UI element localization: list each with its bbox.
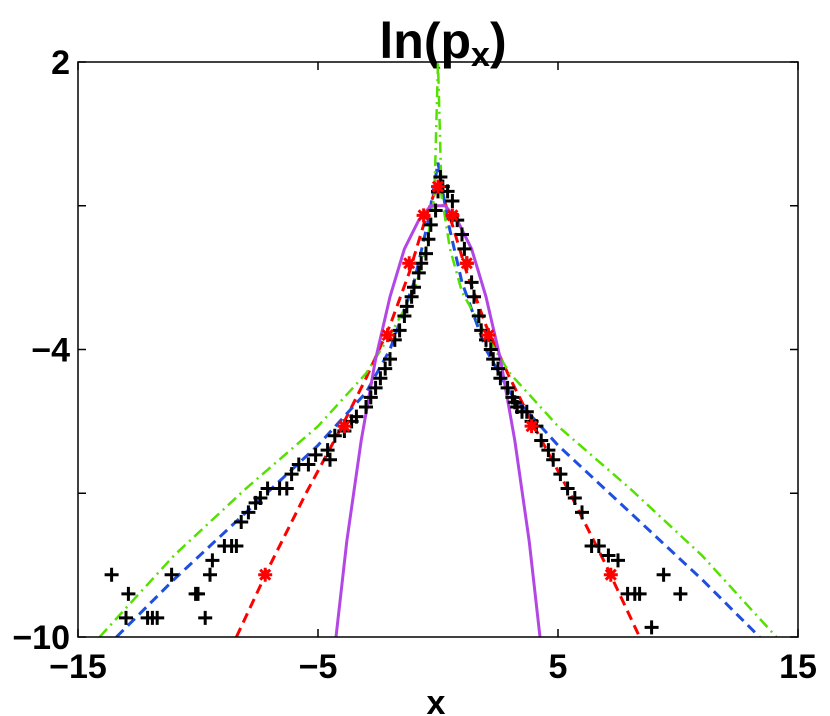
plus-marker — [411, 265, 426, 280]
x-axis-title: x — [427, 684, 446, 716]
plus-marker — [150, 610, 165, 625]
plus-marker — [373, 371, 388, 386]
plus-marker — [383, 352, 397, 367]
asterisk-marker — [603, 567, 618, 582]
asterisk-marker — [445, 208, 460, 223]
plus-marker — [474, 323, 489, 338]
x-tick-label: −5 — [299, 648, 338, 686]
plus-marker — [301, 457, 316, 472]
plus-marker — [191, 586, 205, 601]
asterisk-marker — [380, 328, 395, 343]
plus-marker — [601, 548, 616, 563]
plus-marker — [493, 371, 508, 386]
plus-marker — [323, 452, 337, 467]
plus-marker — [397, 308, 412, 323]
y-tick-label: 2 — [51, 44, 70, 82]
asterisk-marker — [431, 179, 445, 194]
plus-marker — [483, 342, 498, 357]
plus-marker — [611, 553, 625, 568]
plus-marker — [387, 332, 402, 347]
plus-marker — [560, 481, 575, 496]
plus-marker — [591, 538, 606, 553]
plus-marker — [445, 193, 460, 208]
plus-marker — [349, 409, 364, 424]
plus-marker — [320, 443, 335, 458]
plus-marker — [546, 452, 561, 467]
plus-marker — [164, 567, 179, 582]
series-3-dashed-line — [115, 162, 761, 637]
plus-marker — [378, 361, 393, 376]
plus-marker — [414, 256, 429, 271]
plus-marker — [423, 217, 438, 232]
series-4-dash-dot-line — [98, 62, 778, 637]
plus-marker — [464, 275, 479, 290]
plus-marker — [407, 280, 421, 295]
plus-marker — [363, 390, 378, 405]
plus-marker — [471, 308, 486, 323]
asterisk-marker — [481, 328, 496, 343]
plus-marker — [392, 323, 407, 338]
asterisk-marker — [402, 256, 417, 271]
plus-marker — [433, 170, 448, 184]
plus-marker — [229, 538, 244, 553]
plus-marker — [399, 299, 414, 314]
plus-marker — [203, 567, 217, 582]
y-tick-label: −4 — [31, 332, 70, 370]
plus-marker — [519, 404, 534, 419]
plus-marker — [644, 620, 659, 635]
asterisk-marker — [258, 567, 273, 582]
plus-marker — [567, 491, 582, 506]
plus-marker — [491, 361, 505, 376]
plus-marker — [419, 246, 433, 261]
plus-marker — [467, 289, 481, 304]
plus-marker — [486, 352, 501, 367]
x-tick-label: 15 — [779, 648, 817, 686]
plus-marker — [673, 586, 688, 601]
plus-marker — [534, 433, 549, 448]
plus-marker — [455, 227, 469, 242]
plus-marker — [541, 443, 556, 458]
plus-marker — [359, 400, 373, 414]
plus-marker — [205, 553, 220, 568]
plus-marker — [121, 586, 136, 601]
asterisk-marker — [416, 208, 431, 223]
plus-marker — [284, 467, 299, 482]
plus-marker — [404, 289, 419, 304]
plus-marker — [421, 232, 436, 247]
series-5-solid-line — [334, 204, 542, 637]
series-2-dashed-line — [235, 183, 641, 637]
plus-marker — [198, 610, 213, 625]
plus-marker — [119, 610, 133, 625]
plus-marker — [656, 567, 671, 582]
plus-marker — [260, 481, 275, 496]
x-tick-label: −15 — [49, 648, 107, 686]
plus-marker — [327, 428, 342, 443]
plus-marker — [104, 567, 119, 582]
plus-marker — [241, 505, 256, 520]
plus-marker — [632, 586, 647, 601]
plot-frame — [77, 61, 799, 638]
plus-marker — [279, 481, 294, 496]
x-tick-label: 5 — [549, 648, 568, 686]
plus-marker — [428, 203, 443, 218]
plus-marker — [234, 515, 249, 529]
plus-marker — [368, 380, 383, 395]
plus-marker — [457, 241, 472, 256]
plus-marker — [500, 380, 515, 395]
y-tick-label: −10 — [12, 619, 70, 657]
asterisk-marker — [459, 256, 474, 271]
chart-title: ln(px) — [379, 13, 506, 74]
asterisk-marker — [337, 419, 352, 434]
plus-marker — [308, 447, 323, 462]
plus-marker — [553, 467, 568, 482]
plus-marker — [253, 491, 268, 506]
plus-marker — [575, 505, 589, 520]
asterisk-marker — [524, 419, 539, 434]
